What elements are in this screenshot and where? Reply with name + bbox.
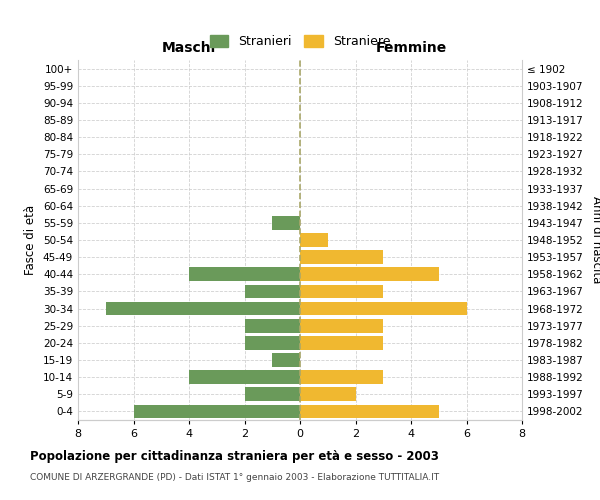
Text: COMUNE DI ARZERGRANDE (PD) - Dati ISTAT 1° gennaio 2003 - Elaborazione TUTTITALI: COMUNE DI ARZERGRANDE (PD) - Dati ISTAT … bbox=[30, 472, 439, 482]
Bar bbox=[300, 284, 383, 298]
Y-axis label: Fasce di età: Fasce di età bbox=[25, 205, 37, 275]
Bar bbox=[300, 336, 383, 349]
Bar bbox=[300, 233, 328, 247]
Bar bbox=[106, 302, 300, 316]
Legend: Stranieri, Straniere: Stranieri, Straniere bbox=[205, 30, 395, 53]
Bar bbox=[189, 268, 300, 281]
Bar bbox=[300, 404, 439, 418]
Text: Maschi: Maschi bbox=[162, 41, 216, 55]
Bar bbox=[245, 284, 300, 298]
Bar bbox=[245, 319, 300, 332]
Bar bbox=[300, 388, 355, 401]
Y-axis label: Anni di nascita: Anni di nascita bbox=[590, 196, 600, 284]
Bar bbox=[300, 302, 467, 316]
Bar bbox=[300, 370, 383, 384]
Bar bbox=[300, 319, 383, 332]
Bar bbox=[133, 404, 300, 418]
Text: Popolazione per cittadinanza straniera per età e sesso - 2003: Popolazione per cittadinanza straniera p… bbox=[30, 450, 439, 463]
Bar bbox=[189, 370, 300, 384]
Bar bbox=[300, 250, 383, 264]
Bar bbox=[272, 353, 300, 367]
Bar bbox=[245, 388, 300, 401]
Bar bbox=[300, 268, 439, 281]
Bar bbox=[245, 336, 300, 349]
Bar bbox=[272, 216, 300, 230]
Text: Femmine: Femmine bbox=[376, 41, 446, 55]
